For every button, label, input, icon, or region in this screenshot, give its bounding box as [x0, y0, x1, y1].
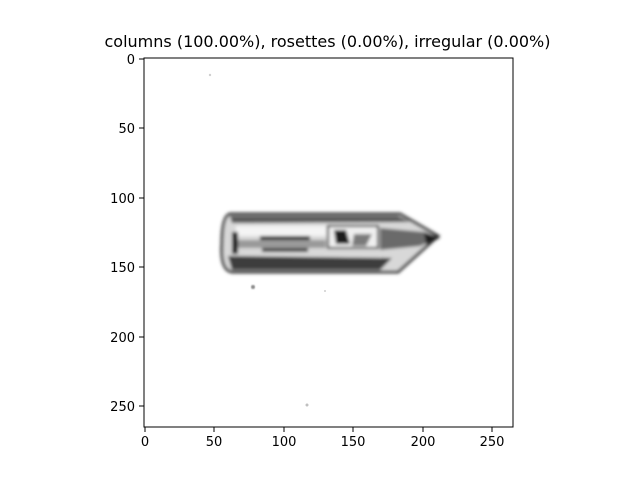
x-tick-label: 150: [341, 435, 366, 450]
x-tick-label: 250: [480, 435, 505, 450]
axes-frame: [143, 57, 514, 428]
ice-crystal-column-image: [208, 73, 441, 407]
plot-title: columns (100.00%), rosettes (0.00%), irr…: [104, 32, 551, 51]
y-tick-label: 100: [110, 192, 135, 207]
y-tick-label: 0: [127, 53, 135, 68]
y-tick-label: 200: [110, 331, 135, 346]
x-tick-label: 0: [141, 435, 149, 450]
x-tick-label: 200: [411, 435, 436, 450]
x-tick-label: 100: [272, 435, 297, 450]
y-axis: 0 50 100 150 200 250: [110, 53, 144, 415]
x-tick-label: 50: [206, 435, 223, 450]
y-tick-label: 50: [118, 122, 135, 137]
y-tick-label: 150: [110, 261, 135, 276]
x-axis: 0 50 100 150 200 250: [141, 427, 505, 450]
y-tick-label: 250: [110, 400, 135, 415]
